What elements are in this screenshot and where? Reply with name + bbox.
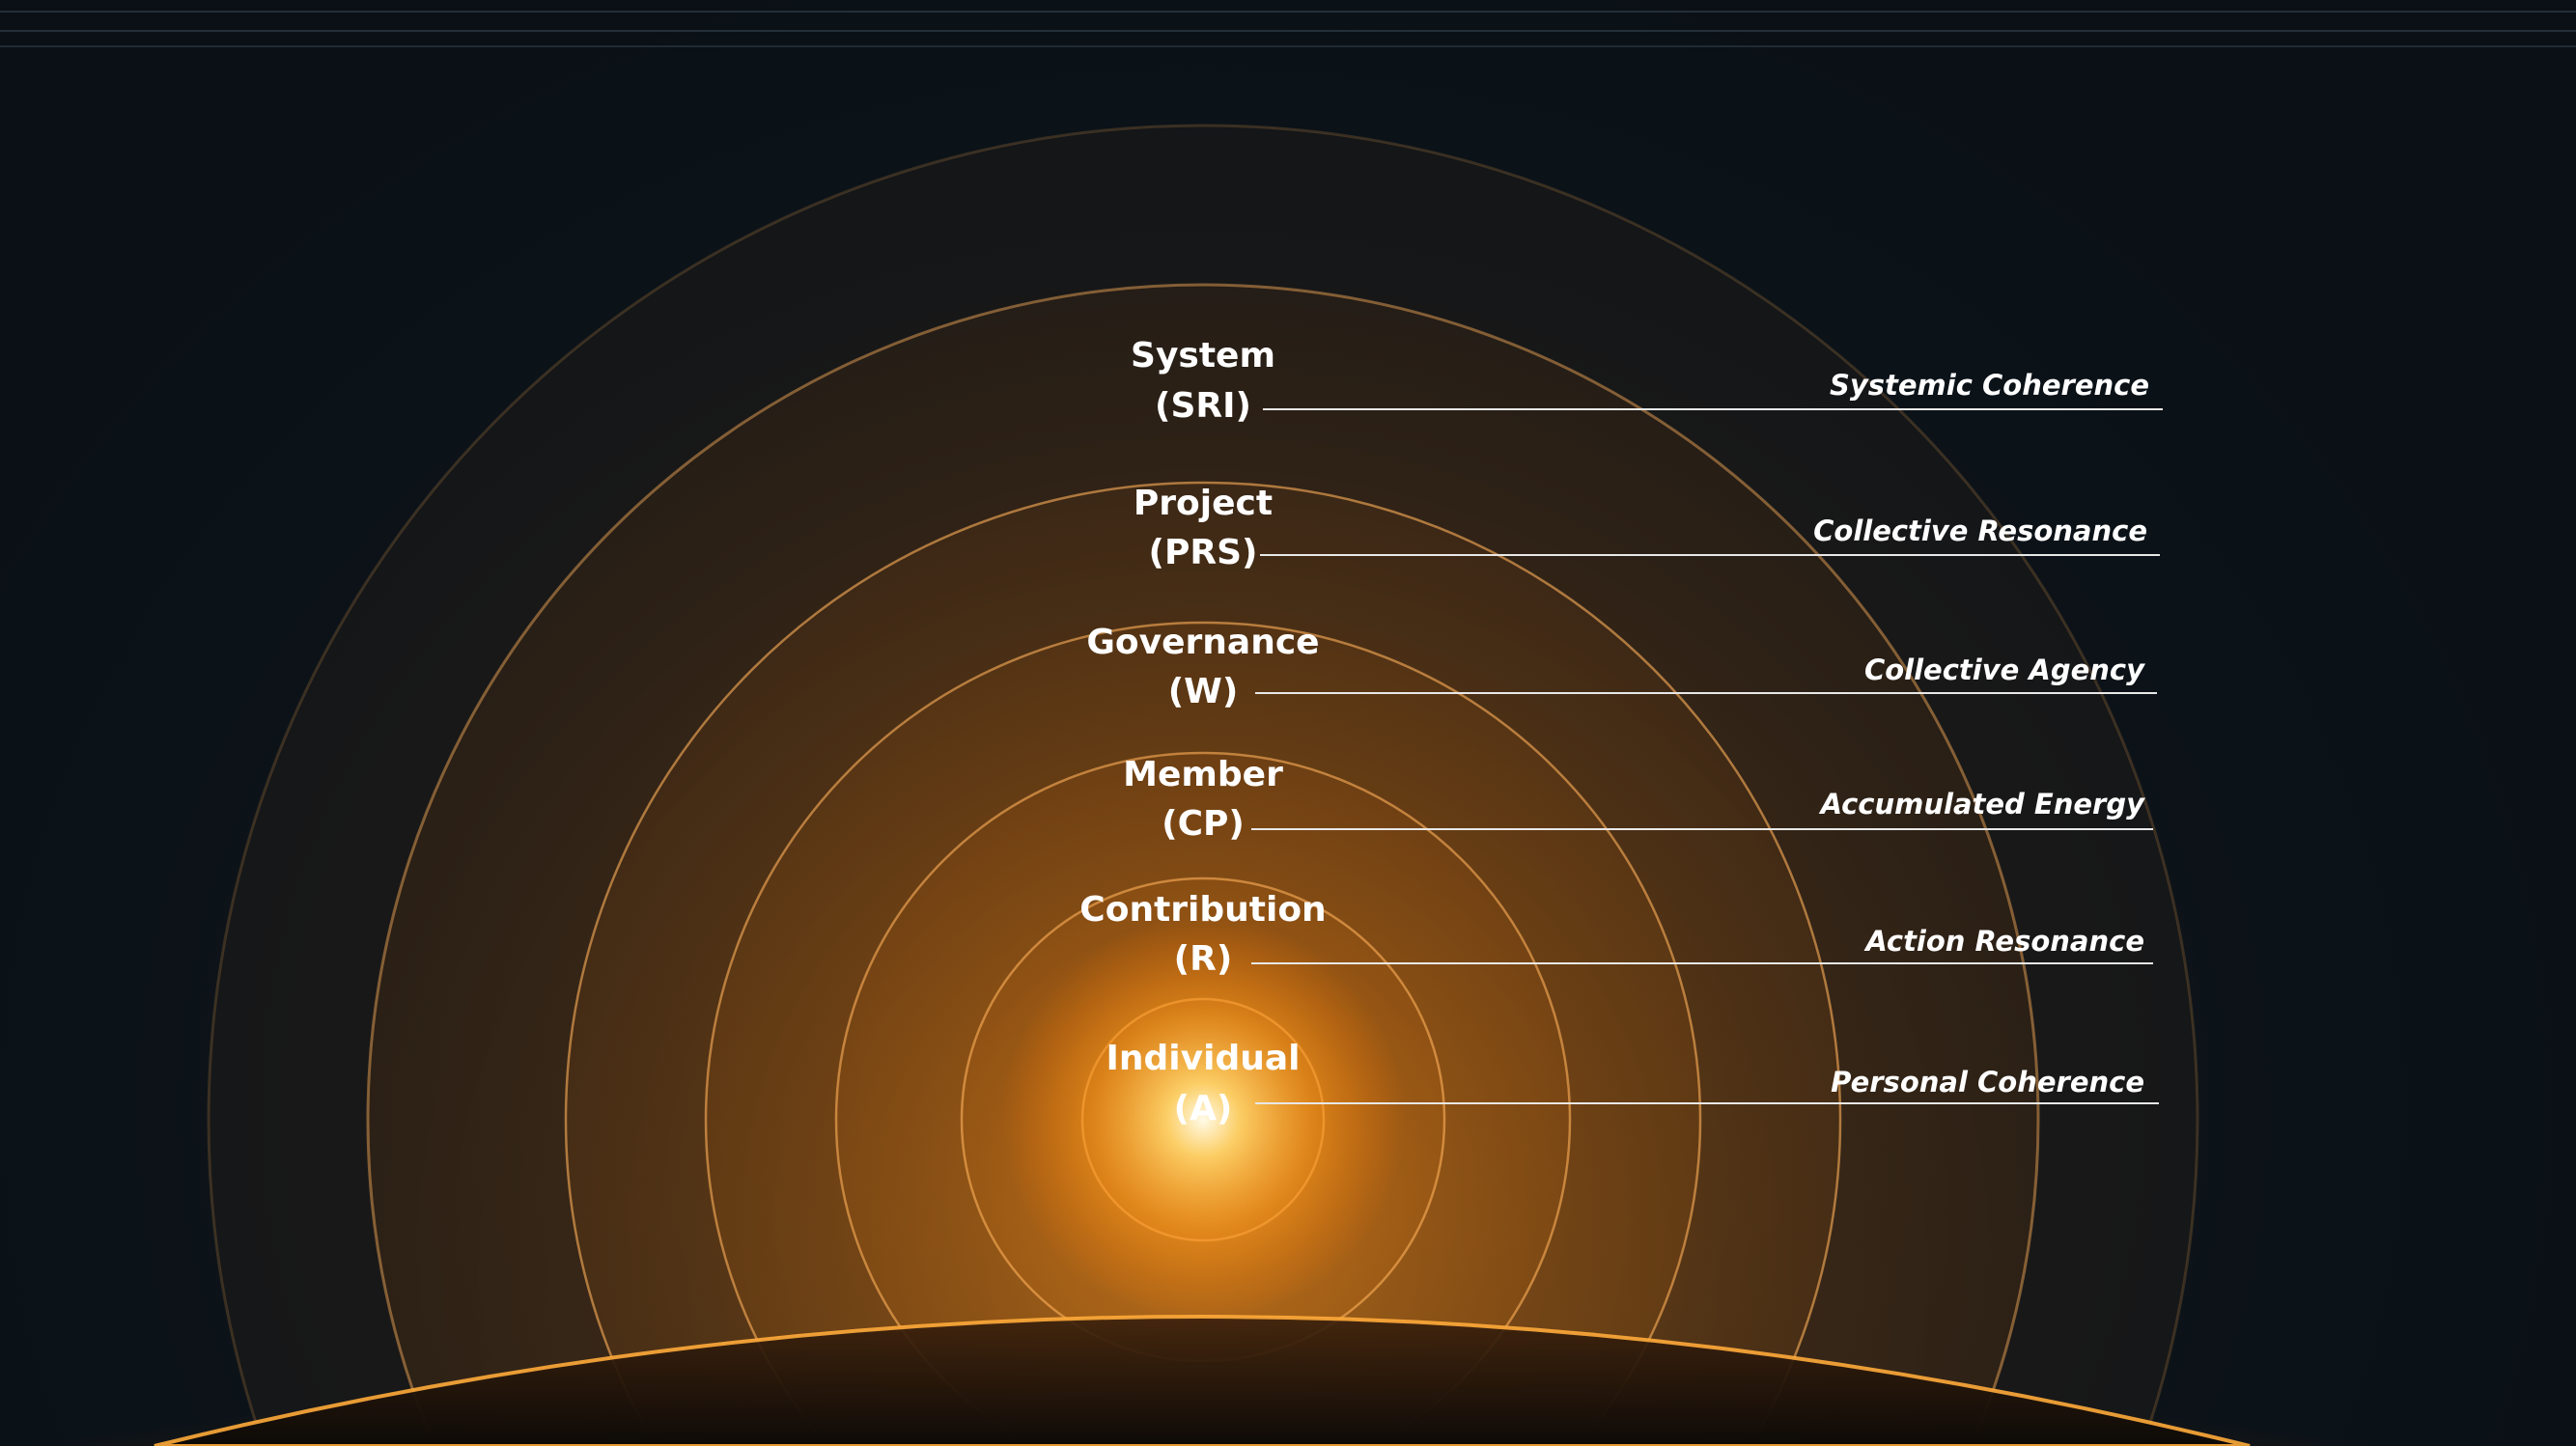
level-code-project: (PRS) [1149, 533, 1258, 572]
level-label-contribution: Contribution [1079, 890, 1326, 930]
ring-labels: System (SRI) Project (PRS) Governance (W… [1079, 336, 1326, 1128]
level-code-system: (SRI) [1155, 386, 1251, 426]
level-label-member: Member [1123, 755, 1283, 794]
level-label-individual: Individual [1106, 1039, 1301, 1078]
descriptor-project: Collective Resonance [1813, 514, 2147, 547]
descriptor-individual: Personal Coherence [1831, 1066, 2144, 1098]
level-code-member: (CP) [1162, 804, 1245, 844]
leader-lines-group [1251, 408, 2163, 1104]
descriptor-member: Accumulated Energy [1819, 788, 2146, 820]
level-label-governance: Governance [1086, 623, 1319, 662]
level-label-system: System [1131, 336, 1275, 375]
descriptor-governance: Collective Agency [1864, 653, 2145, 686]
planet-arc [154, 1315, 2251, 1446]
level-code-governance: (W) [1168, 672, 1239, 711]
descriptor-contribution: Action Resonance [1863, 925, 2144, 958]
descriptor-system: Systemic Coherence [1830, 369, 2149, 402]
level-code-contribution: (R) [1174, 939, 1233, 979]
level-label-project: Project [1134, 484, 1273, 523]
descriptor-labels: Systemic Coherence Collective Resonance … [1813, 369, 2149, 1098]
level-code-individual: (A) [1174, 1089, 1233, 1128]
core-glow [1000, 917, 1406, 1322]
